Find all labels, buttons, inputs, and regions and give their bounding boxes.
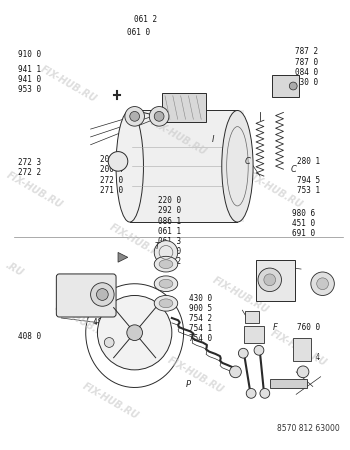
Circle shape [154, 112, 164, 121]
Text: 272 2: 272 2 [18, 168, 41, 177]
Text: 900 4: 900 4 [297, 353, 320, 362]
Bar [293, 338, 311, 361]
Circle shape [97, 288, 108, 300]
Circle shape [149, 107, 169, 126]
Text: FIX-HUB.RU: FIX-HUB.RU [53, 302, 113, 342]
Text: 061 1: 061 1 [158, 227, 181, 236]
Text: 061 3: 061 3 [158, 237, 181, 246]
Ellipse shape [159, 260, 173, 269]
Text: 451 0: 451 0 [292, 219, 315, 228]
Ellipse shape [116, 110, 144, 222]
Text: 754 0: 754 0 [189, 334, 212, 343]
Circle shape [317, 278, 328, 290]
Text: 760 0: 760 0 [297, 323, 320, 332]
Circle shape [246, 388, 256, 398]
Text: 280 1: 280 1 [297, 157, 320, 166]
Circle shape [130, 112, 140, 121]
Text: 061 0: 061 0 [127, 27, 150, 36]
Ellipse shape [159, 299, 173, 308]
Text: 930 0: 930 0 [295, 78, 318, 87]
Circle shape [125, 107, 145, 126]
Circle shape [238, 348, 248, 358]
Circle shape [97, 296, 172, 370]
Circle shape [258, 268, 281, 292]
Text: FIX-HUB.RU: FIX-HUB.RU [5, 170, 65, 210]
Text: 953 0: 953 0 [18, 85, 41, 94]
Ellipse shape [154, 296, 178, 311]
Text: 941 1: 941 1 [18, 65, 41, 74]
Circle shape [260, 388, 270, 398]
Circle shape [104, 338, 114, 347]
Text: FIX-HUB.RU: FIX-HUB.RU [39, 64, 99, 104]
Text: 086 1: 086 1 [158, 216, 181, 225]
Text: C: C [290, 165, 296, 174]
Text: C: C [244, 157, 250, 166]
Text: P: P [186, 380, 191, 389]
Text: 061 2: 061 2 [134, 15, 157, 24]
Text: 787 2: 787 2 [295, 47, 318, 56]
FancyBboxPatch shape [56, 274, 116, 317]
Bar [245, 311, 259, 323]
Circle shape [108, 152, 128, 171]
Text: 910 0: 910 0 [18, 50, 41, 59]
Bar [270, 379, 307, 388]
Text: FIX-HUB.RU: FIX-HUB.RU [269, 328, 328, 369]
Text: FIX-HUB.RU: FIX-HUB.RU [149, 117, 209, 157]
Circle shape [91, 283, 114, 306]
Text: 081 0: 081 0 [158, 247, 181, 256]
Circle shape [311, 272, 334, 296]
Text: 292 0: 292 0 [158, 207, 181, 216]
Circle shape [289, 82, 297, 90]
Text: FIX-HUB.RU: FIX-HUB.RU [245, 170, 304, 210]
Text: 200 2: 200 2 [100, 155, 123, 164]
Ellipse shape [222, 110, 253, 222]
Ellipse shape [154, 276, 178, 292]
Text: FIX-HUB.RU: FIX-HUB.RU [80, 381, 140, 421]
Text: 980 6: 980 6 [292, 209, 315, 218]
Text: FIX-HUB.RU: FIX-HUB.RU [108, 222, 167, 263]
Text: 900 5: 900 5 [189, 304, 212, 313]
Bar [130, 110, 244, 222]
Text: 488 0: 488 0 [93, 304, 116, 313]
Text: 408 0: 408 0 [18, 332, 41, 341]
Ellipse shape [159, 279, 173, 288]
Circle shape [297, 366, 309, 378]
Text: 691 0: 691 0 [292, 230, 315, 238]
Text: 086 2: 086 2 [158, 257, 181, 266]
Polygon shape [118, 252, 128, 262]
Text: I: I [212, 135, 214, 144]
Text: 794 5: 794 5 [297, 176, 320, 185]
Text: 754 1: 754 1 [189, 324, 212, 333]
Text: 271 0: 271 0 [100, 186, 123, 195]
Text: 272 3: 272 3 [18, 158, 41, 167]
FancyBboxPatch shape [272, 75, 299, 97]
Circle shape [127, 325, 142, 341]
Circle shape [254, 346, 264, 355]
Text: 430 0: 430 0 [189, 293, 212, 302]
FancyBboxPatch shape [256, 260, 295, 302]
FancyBboxPatch shape [162, 93, 206, 122]
Circle shape [154, 241, 178, 264]
Ellipse shape [154, 256, 178, 272]
Circle shape [264, 274, 275, 286]
Text: 220 0: 220 0 [158, 196, 181, 205]
Bar [244, 326, 264, 343]
Text: 084 0: 084 0 [295, 68, 318, 76]
Text: 753 1: 753 1 [297, 186, 320, 195]
Text: F: F [273, 323, 278, 332]
Text: .RU: .RU [4, 260, 25, 278]
Text: 489 0: 489 0 [93, 318, 116, 327]
Text: 200 4: 200 4 [100, 166, 123, 175]
Text: 787 0: 787 0 [295, 58, 318, 67]
Text: 941 0: 941 0 [18, 75, 41, 84]
Text: 754 2: 754 2 [189, 314, 212, 323]
Text: FIX-HUB.RU: FIX-HUB.RU [211, 275, 270, 315]
Text: T: T [155, 242, 160, 251]
Text: 272 0: 272 0 [100, 176, 123, 184]
Circle shape [230, 366, 242, 378]
Text: 8570 812 63000: 8570 812 63000 [278, 424, 340, 433]
Text: FIX-HUB.RU: FIX-HUB.RU [166, 355, 226, 395]
